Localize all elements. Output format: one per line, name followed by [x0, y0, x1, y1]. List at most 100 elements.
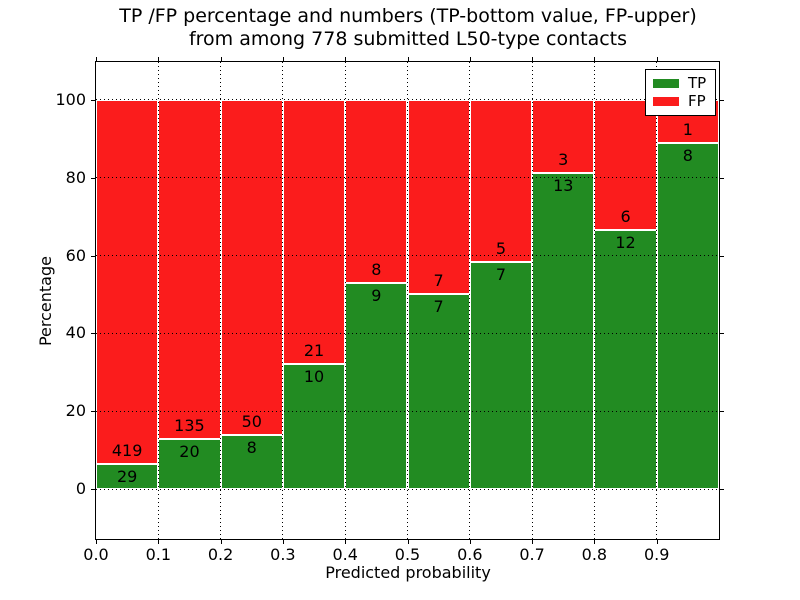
y-tick-label: 100	[55, 89, 86, 109]
y-tick-label: 40	[65, 323, 86, 343]
x-tick-top	[407, 57, 409, 61]
x-tick-top	[656, 57, 658, 61]
x-tick-bottom	[158, 540, 160, 544]
tp-bar-segment	[656, 143, 719, 490]
chart-title: TP /FP percentage and numbers (TP-bottom…	[88, 5, 728, 51]
y-tick-left	[91, 333, 95, 335]
tp-bar-segment	[220, 435, 283, 490]
fp-bar-segment	[96, 99, 159, 464]
fp-count-label: 50	[241, 412, 262, 432]
y-tick-left	[91, 177, 95, 179]
x-tick-label: 0.9	[643, 545, 670, 564]
y-tick-right	[720, 99, 724, 101]
x-tick-label: 0.3	[270, 545, 296, 564]
gridline-vertical	[656, 62, 658, 539]
fp-count-label: 3	[558, 149, 569, 169]
y-tick-right	[720, 255, 724, 257]
x-tick-label: 0.1	[145, 545, 172, 564]
tp-legend-swatch	[653, 79, 679, 88]
y-tick-label: 0	[75, 479, 86, 499]
y-tick-left	[91, 99, 95, 101]
legend-entry: TP	[653, 75, 706, 92]
chart-title-line2: from among 778 submitted L50-type contac…	[188, 28, 628, 50]
fp-bar-segment	[282, 99, 346, 364]
tp-bar-segment	[345, 283, 408, 490]
gridline-vertical	[407, 62, 408, 539]
gridline-vertical	[157, 62, 159, 539]
chart-title-line1: TP /FP percentage and numbers (TP-bottom…	[119, 5, 697, 27]
y-tick-label: 80	[65, 167, 86, 187]
x-tick-top	[282, 57, 284, 61]
fp-count-label: 7	[433, 271, 444, 291]
gridline-horizontal	[96, 488, 719, 490]
x-tick-bottom	[220, 540, 222, 544]
y-tick-right	[720, 333, 724, 335]
fp-count-label: 135	[174, 415, 205, 435]
tp-bar-segment	[407, 294, 470, 490]
tp-count-label: 20	[179, 441, 200, 461]
y-tick-label: 20	[65, 401, 86, 421]
tp-count-label: 12	[615, 232, 636, 252]
legend: TP FP	[645, 69, 717, 116]
y-tick-label: 60	[65, 245, 86, 265]
gridline-horizontal	[96, 99, 719, 101]
gridline-vertical	[593, 62, 595, 539]
tp-bar-segment	[532, 172, 595, 490]
x-tick-label: 0.4	[332, 545, 358, 564]
x-tick-label: 0.7	[519, 545, 545, 564]
fp-count-label: 6	[620, 206, 631, 226]
x-tick-top	[220, 57, 222, 61]
x-tick-label: 0.8	[581, 545, 608, 564]
tp-count-label: 29	[116, 466, 138, 486]
gridline-vertical	[220, 62, 222, 539]
tp-bar-segment	[282, 363, 346, 490]
tp-count-label: 9	[371, 286, 382, 305]
fp-count-label: 5	[495, 239, 507, 258]
gridline-horizontal	[96, 177, 719, 179]
plot-area: 419 29 135 20 50 8 21 10 8 9 7 7 5 7 3 13 6 12 1 8	[95, 61, 720, 540]
y-axis-label: Percentage	[36, 256, 55, 347]
x-tick-top	[594, 57, 596, 61]
tp-count-label: 7	[495, 265, 507, 284]
tp-bar-segment	[469, 262, 533, 490]
x-tick-label: 0.2	[207, 545, 234, 564]
legend-label: FP	[688, 92, 706, 110]
x-tick-bottom	[96, 540, 97, 544]
fp-count-label: 1	[682, 120, 693, 140]
x-tick-top	[469, 57, 471, 61]
tp-count-label: 7	[433, 297, 444, 317]
fp-bar-segment	[220, 99, 283, 436]
tp-count-label: 10	[303, 366, 325, 386]
tp-bar-segment	[96, 463, 159, 490]
x-tick-bottom	[407, 540, 409, 544]
gridline-vertical	[282, 62, 284, 539]
fp-bar-segment	[407, 99, 470, 295]
x-tick-label: 0.6	[457, 545, 483, 564]
x-tick-top	[96, 57, 97, 61]
y-tick-right	[720, 177, 724, 179]
tp-count-label: 13	[553, 175, 574, 195]
fp-bar-segment	[158, 99, 221, 439]
gridline-horizontal	[96, 332, 719, 334]
x-tick-bottom	[656, 540, 658, 544]
x-tick-bottom	[594, 540, 596, 544]
x-tick-label: 0.0	[83, 545, 109, 564]
legend-entry: FP	[653, 93, 706, 110]
tp-bar-segment	[594, 229, 657, 490]
x-tick-bottom	[345, 540, 347, 544]
x-tick-bottom	[532, 540, 534, 544]
tp-bar-segment	[158, 438, 221, 490]
y-tick-left	[91, 489, 95, 491]
y-tick-left	[91, 411, 95, 413]
fp-bar-segment	[594, 99, 657, 230]
x-axis-label: Predicted probability	[325, 563, 491, 582]
x-tick-top	[158, 57, 160, 61]
gridline-horizontal	[96, 255, 719, 257]
y-tick-right	[720, 411, 724, 413]
fp-bar-segment	[469, 99, 533, 262]
x-tick-top	[345, 57, 347, 61]
x-tick-label: 0.5	[394, 545, 421, 564]
x-tick-bottom	[469, 540, 471, 544]
gridline-vertical	[344, 62, 346, 539]
